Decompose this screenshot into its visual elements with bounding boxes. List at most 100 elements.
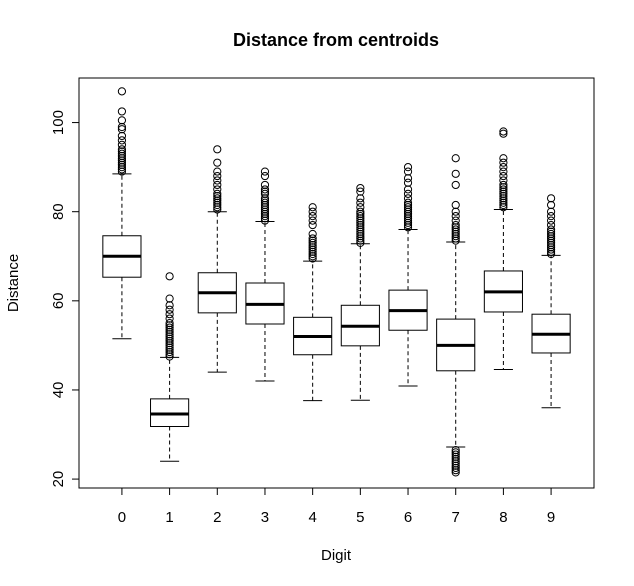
- x-tick-label: 9: [547, 509, 555, 526]
- outlier-point: [451, 223, 460, 232]
- outlier-point: [260, 205, 270, 214]
- outlier-point: [213, 203, 222, 212]
- outlier-point: [451, 200, 460, 210]
- outlier-point: [117, 145, 127, 154]
- outlier-point: [403, 220, 413, 230]
- x-tick-label: 3: [261, 509, 269, 526]
- outlier-point: [165, 347, 174, 357]
- outlier-point: [117, 136, 127, 145]
- outlier-point: [403, 189, 413, 198]
- outlier-point: [403, 178, 413, 187]
- outlier-point: [308, 234, 317, 243]
- outlier-point: [356, 207, 365, 216]
- box-digit-8: [483, 127, 523, 370]
- outlier-point: [356, 223, 365, 232]
- outlier-point: [260, 207, 270, 216]
- outlier-point: [499, 158, 508, 167]
- outlier-point: [260, 196, 270, 205]
- outlier-point: [165, 305, 174, 314]
- outlier-point: [546, 232, 556, 241]
- outlier-point: [117, 154, 127, 163]
- outlier-point: [403, 216, 413, 225]
- outlier-point: [213, 191, 222, 201]
- outlier-point: [546, 245, 556, 254]
- outlier-point: [546, 207, 556, 216]
- x-tick-label: 1: [165, 509, 173, 526]
- box-digit-6: [388, 163, 428, 387]
- outlier-point: [499, 171, 508, 181]
- outlier-point: [260, 216, 270, 225]
- outlier-point: [451, 216, 460, 225]
- outlier-point: [451, 180, 460, 190]
- x-tick-label: 5: [356, 509, 364, 526]
- outlier-point: [499, 203, 508, 212]
- boxes-group: [102, 87, 571, 477]
- outlier-point: [165, 341, 174, 350]
- outlier-point: [308, 243, 317, 252]
- outlier-point: [546, 194, 556, 203]
- outlier-point: [308, 207, 317, 216]
- outlier-point: [165, 334, 174, 343]
- outlier-point: [403, 163, 413, 172]
- outlier-point: [546, 236, 556, 245]
- outlier-point: [546, 249, 556, 259]
- outlier-point: [308, 220, 317, 230]
- outlier-point: [308, 238, 317, 247]
- outlier-point: [260, 187, 270, 196]
- outlier-point: [356, 227, 365, 236]
- outlier-point: [165, 301, 174, 310]
- x-tick-label: 0: [118, 509, 126, 526]
- outlier-point: [356, 236, 365, 245]
- x-tick-label: 6: [404, 509, 412, 526]
- y-tick-label: 80: [50, 203, 67, 220]
- outlier-point: [260, 167, 270, 176]
- outlier-point: [308, 203, 317, 212]
- outlier-point: [546, 243, 556, 252]
- box-digit-0: [102, 87, 142, 340]
- outlier-point: [213, 171, 222, 181]
- outlier-point: [165, 336, 174, 346]
- outlier-point: [165, 310, 174, 319]
- outlier-point: [260, 194, 270, 203]
- outlier-point: [499, 196, 508, 205]
- outlier-point: [308, 216, 317, 225]
- outlier-point: [403, 207, 413, 216]
- outlier-point: [546, 220, 556, 230]
- outlier-point: [213, 198, 222, 207]
- outlier-point: [117, 125, 127, 134]
- outlier-point: [308, 241, 317, 250]
- x-axis-label: Digit: [321, 547, 352, 564]
- outlier-point: [499, 185, 508, 194]
- outlier-point: [165, 294, 174, 303]
- outlier-point: [451, 463, 460, 473]
- outlier-point: [308, 252, 317, 261]
- outlier-point: [546, 212, 556, 221]
- outlier-point: [356, 234, 365, 243]
- outlier-point: [546, 225, 556, 234]
- outlier-point: [117, 163, 127, 172]
- outlier-point: [356, 225, 365, 234]
- outlier-point: [356, 214, 365, 223]
- outlier-point: [356, 229, 365, 239]
- outlier-point: [499, 127, 508, 136]
- y-tick-label: 60: [50, 292, 67, 309]
- outlier-point: [117, 149, 127, 158]
- outlier-point: [403, 174, 413, 183]
- outlier-point: [117, 158, 127, 167]
- box-digit-2: [197, 145, 237, 373]
- outlier-point: [499, 180, 508, 190]
- outlier-point: [260, 203, 270, 212]
- outlier-point: [499, 189, 508, 198]
- outlier-point: [165, 343, 174, 352]
- outlier-point: [546, 216, 556, 225]
- outlier-point: [451, 457, 460, 466]
- outlier-point: [403, 205, 413, 214]
- outlier-point: [499, 167, 508, 176]
- y-axis-label: Distance: [5, 254, 22, 312]
- outlier-point: [451, 220, 460, 230]
- outlier-point: [451, 450, 460, 459]
- outlier-point: [356, 194, 365, 203]
- outlier-point: [451, 169, 460, 178]
- outlier-point: [165, 325, 174, 334]
- outlier-point: [117, 147, 127, 156]
